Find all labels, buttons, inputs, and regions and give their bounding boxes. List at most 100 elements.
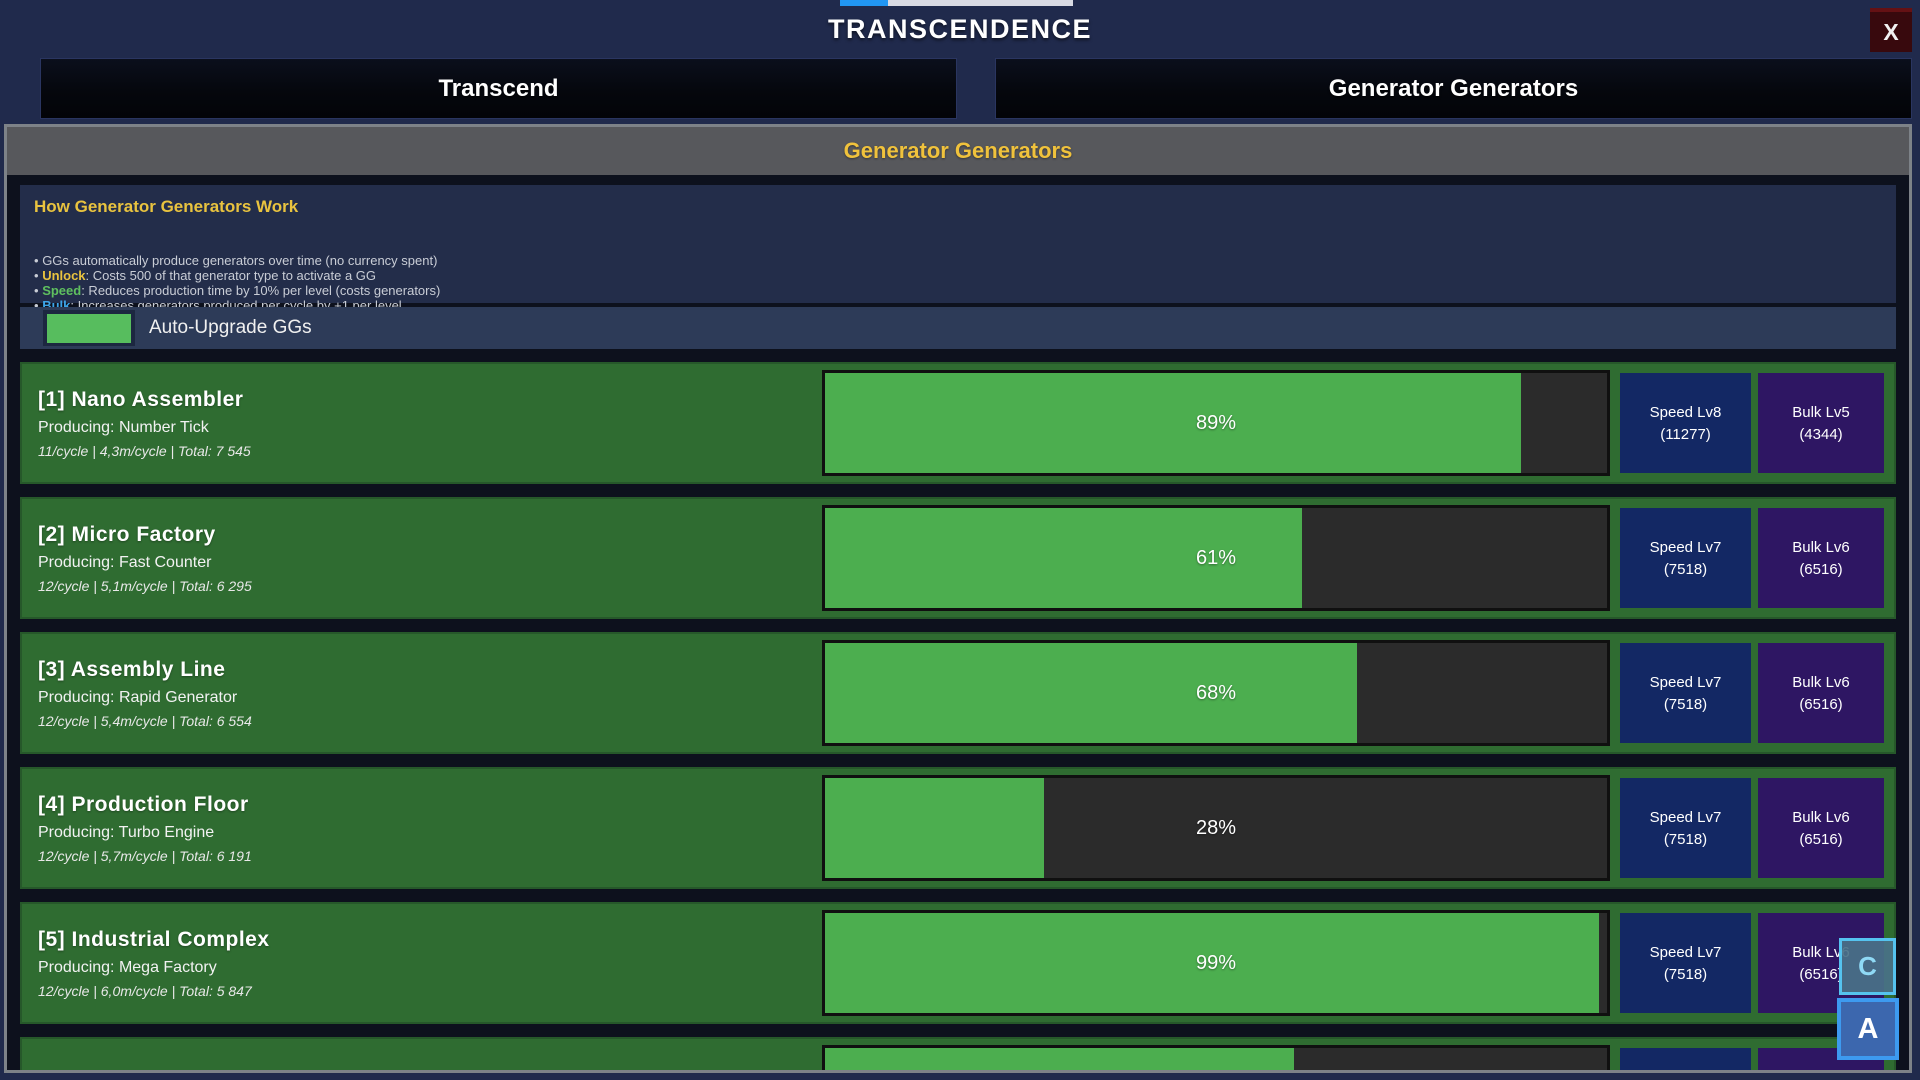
progress-fill [825, 373, 1521, 473]
tab-generator-generators[interactable]: Generator Generators [995, 58, 1912, 119]
bullet-item: • Speed: Reduces production time by 10% … [34, 283, 1882, 298]
progress-bar: 61% [822, 505, 1610, 611]
progress-label: 99% [1195, 951, 1237, 974]
generator-name: [2] Micro Factory [38, 522, 216, 546]
speed-upgrade-button[interactable]: Speed Lv7 (7518) [1620, 778, 1751, 878]
generator-list: [1] Nano Assembler Producing: Number Tic… [20, 362, 1896, 1070]
generator-producing: Producing: Turbo Engine [38, 823, 215, 841]
generator-row: [4] Production Floor Producing: Turbo En… [20, 767, 1896, 889]
progress-label: 68% [1195, 681, 1237, 704]
generator-producing: Producing: Fast Counter [38, 553, 212, 571]
floating-button-c[interactable]: C [1839, 938, 1896, 995]
auto-upgrade-row: Auto-Upgrade GGs [20, 307, 1896, 349]
generator-info: [4] Production Floor Producing: Turbo En… [38, 793, 812, 864]
bullet-marker: • [34, 283, 39, 298]
speed-cost-label: (11277) [1660, 425, 1711, 443]
generator-name: [5] Industrial Complex [38, 927, 270, 951]
generator-stats: 12/cycle | 6,0m/cycle | Total: 5 847 [38, 982, 252, 999]
progress-fill [825, 643, 1357, 743]
generator-row: [2] Micro Factory Producing: Fast Counte… [20, 497, 1896, 619]
generator-name: [3] Assembly Line [38, 657, 226, 681]
progress-fill [825, 913, 1600, 1013]
speed-level-label: Speed Lv7 [1649, 538, 1722, 556]
bulk-level-label: Bulk Lv5 [1792, 403, 1850, 421]
bulk-upgrade-button[interactable]: Bulk Lv6 (6516) [1758, 778, 1884, 878]
generator-name: [4] Production Floor [38, 792, 249, 816]
bullet-marker: • [34, 253, 39, 268]
generator-row: [3] Assembly Line Producing: Rapid Gener… [20, 632, 1896, 754]
speed-upgrade-button[interactable]: Speed Lv8 (11277) [1620, 373, 1751, 473]
progress-bar [822, 1045, 1610, 1070]
generator-stats: 12/cycle | 5,1m/cycle | Total: 6 295 [38, 577, 252, 594]
floating-button-a[interactable]: A [1837, 998, 1899, 1060]
speed-cost-label: (7518) [1663, 560, 1708, 578]
info-box: How Generator Generators Work • GGs auto… [20, 185, 1896, 313]
bulk-level-label: Bulk Lv6 [1792, 673, 1850, 691]
bullet-text: : Reduces production time by 10% per lev… [81, 283, 441, 298]
generator-producing: Producing: Number Tick [38, 418, 209, 436]
auto-upgrade-toggle-on-indicator [47, 313, 131, 343]
bulk-upgrade-button[interactable]: Bulk Lv6 (6516) [1758, 643, 1884, 743]
tab-transcend[interactable]: Transcend [40, 58, 957, 119]
speed-level-label: Speed Lv7 [1649, 808, 1722, 826]
bullet-marker: • [34, 298, 39, 313]
bulk-cost-label: (6516) [1799, 695, 1843, 713]
generator-stats: 12/cycle | 5,4m/cycle | Total: 6 554 [38, 712, 252, 729]
panel-body: How Generator Generators Work • GGs auto… [7, 175, 1909, 1070]
bulk-level-label: Bulk Lv6 [1792, 538, 1850, 556]
bulk-upgrade-button[interactable]: Bulk Lv6 (6516) [1758, 508, 1884, 608]
bulk-cost-label: (6516) [1799, 560, 1843, 578]
generator-info: [5] Industrial Complex Producing: Mega F… [38, 928, 812, 999]
info-bullets: • GGs automatically produce generators o… [34, 253, 1882, 313]
generator-info: [2] Micro Factory Producing: Fast Counte… [38, 523, 812, 594]
speed-level-label: Speed Lv7 [1649, 673, 1722, 691]
speed-upgrade-button[interactable]: Speed Lv7 (7518) [1620, 913, 1751, 1013]
progress-fill [825, 1048, 1295, 1070]
generator-stats: 11/cycle | 4,3m/cycle | Total: 7 545 [38, 442, 251, 459]
bullet-item: • Unlock: Costs 500 of that generator ty… [34, 268, 1882, 283]
info-heading: How Generator Generators Work [34, 197, 299, 216]
generator-producing: Producing: Rapid Generator [38, 688, 238, 706]
title-bar: TRANSCENDENCE [0, 0, 1920, 58]
generator-info: [1] Nano Assembler Producing: Number Tic… [38, 388, 812, 459]
speed-upgrade-button[interactable]: Speed Lv7 (7518) [1620, 508, 1751, 608]
bulk-cost-label: (6516) [1799, 830, 1843, 848]
bulk-level-label: Bulk Lv6 [1792, 943, 1850, 961]
generator-generators-panel: Generator Generators How Generator Gener… [4, 124, 1912, 1073]
progress-label: 28% [1195, 816, 1237, 839]
speed-level-label: Speed Lv7 [1649, 943, 1722, 961]
generator-row: [6] Manufacturing Hub [20, 1037, 1896, 1070]
panel-header: Generator Generators [7, 127, 1909, 175]
generator-producing: Producing: Mega Factory [38, 958, 217, 976]
progress-bar: 28% [822, 775, 1610, 881]
panel-title: Generator Generators [843, 138, 1073, 163]
speed-upgrade-button[interactable] [1620, 1048, 1751, 1070]
bulk-upgrade-button[interactable]: Bulk Lv5 (4344) [1758, 373, 1884, 473]
progress-label: 61% [1195, 546, 1237, 569]
generator-row: [5] Industrial Complex Producing: Mega F… [20, 902, 1896, 1024]
bullet-label: Unlock [42, 268, 86, 283]
progress-bar: 89% [822, 370, 1610, 476]
bullet-marker: • [34, 268, 39, 283]
progress-fill [825, 508, 1303, 608]
auto-upgrade-toggle[interactable] [43, 310, 135, 346]
speed-cost-label: (7518) [1663, 965, 1708, 983]
speed-upgrade-button[interactable]: Speed Lv7 (7518) [1620, 643, 1751, 743]
speed-cost-label: (7518) [1663, 830, 1708, 848]
generator-row: [1] Nano Assembler Producing: Number Tic… [20, 362, 1896, 484]
progress-bar: 99% [822, 910, 1610, 1016]
page-title: TRANSCENDENCE [827, 13, 1093, 44]
bullet-text: : Costs 500 of that generator type to ac… [85, 268, 377, 283]
bullet-item: • GGs automatically produce generators o… [34, 253, 1882, 268]
generator-info: [3] Assembly Line Producing: Rapid Gener… [38, 658, 812, 729]
progress-fill [825, 778, 1044, 878]
progress-bar: 68% [822, 640, 1610, 746]
close-button[interactable]: X [1870, 8, 1912, 52]
bulk-level-label: Bulk Lv6 [1792, 808, 1850, 826]
progress-label [825, 1048, 1607, 1070]
progress-label: 89% [1195, 411, 1237, 434]
generator-name: [1] Nano Assembler [38, 387, 244, 411]
bulk-cost-label: (6516) [1799, 965, 1843, 983]
generator-stats: 12/cycle | 5,7m/cycle | Total: 6 191 [38, 847, 252, 864]
bullet-text: GGs automatically produce generators ove… [42, 253, 438, 268]
